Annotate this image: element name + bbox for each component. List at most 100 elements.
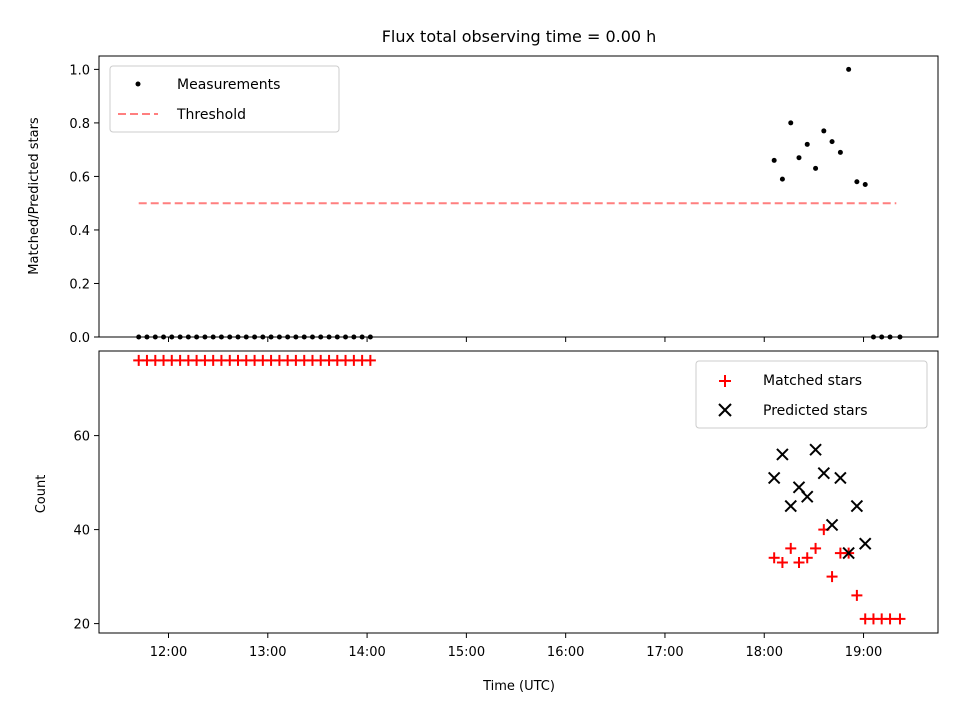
measurement-point — [359, 334, 365, 340]
matched-stars-point — [884, 613, 896, 625]
measurement-point — [854, 179, 860, 185]
measurement-point — [243, 334, 249, 340]
measurement-point — [194, 334, 200, 340]
measurement-point — [293, 334, 299, 340]
measurement-point — [771, 157, 777, 163]
y-tick-label: 0.6 — [69, 170, 90, 185]
measurement-point — [829, 139, 835, 145]
y-tick-label: 40 — [73, 524, 90, 539]
measurement-point — [309, 334, 315, 340]
matched-stars-point — [810, 542, 822, 554]
ratio-legend: Measurements Threshold — [109, 65, 340, 133]
predicted-stars-point — [850, 499, 864, 513]
measurement-point — [821, 128, 827, 134]
matched-stars-point — [364, 354, 376, 366]
matched-stars-point — [793, 557, 805, 568]
count-series — [133, 354, 906, 625]
legend-measurements-label: Measurements — [177, 77, 280, 93]
predicted-stars-point — [825, 518, 839, 532]
measurement-point — [326, 334, 332, 340]
chart-title: Flux total observing time = 0.00 h — [382, 27, 657, 46]
measurement-point — [804, 141, 810, 147]
measurement-point — [351, 334, 357, 340]
ratio-y-axis-label: Matched/Predicted stars — [27, 117, 42, 275]
count-panel: Count 20 40 60 12:00 13:00 14:00 15:00 16:00 17… — [34, 350, 939, 694]
measurement-point — [136, 334, 142, 340]
x-tick-label: 18:00 — [746, 645, 783, 660]
matched-stars-point — [851, 589, 863, 601]
measurement-point — [235, 334, 241, 340]
x-axis-label: Time (UTC) — [482, 679, 555, 694]
measurement-point — [846, 66, 852, 72]
x-tick-label: 12:00 — [150, 645, 187, 660]
y-tick-label: 20 — [73, 618, 90, 633]
y-tick-label: 1.0 — [69, 63, 90, 78]
count-legend-box — [695, 360, 928, 429]
measurement-point — [879, 334, 885, 340]
x-tick-label: 19:00 — [845, 645, 882, 660]
measurement-point — [343, 334, 349, 340]
measurement-point — [260, 334, 266, 340]
y-tick-label: 0.8 — [69, 117, 90, 132]
measurement-point — [202, 334, 208, 340]
measurement-point — [887, 334, 893, 340]
measurement-point — [837, 149, 843, 155]
predicted-stars-point — [776, 448, 789, 461]
y-tick-label: 0.2 — [69, 277, 90, 292]
measurement-point — [318, 334, 324, 340]
measurement-point — [285, 334, 291, 340]
measurement-point — [169, 334, 175, 340]
predicted-stars-point — [784, 499, 797, 513]
measurement-point — [334, 334, 340, 340]
matched-stars-point — [826, 571, 838, 583]
predicted-stars-point — [842, 546, 855, 560]
y-tick-label: 0.0 — [69, 331, 90, 346]
measurement-point — [177, 334, 183, 340]
measurement-point — [218, 334, 224, 340]
ratio-y-ticks: 0.0 0.2 0.4 0.6 0.8 1.0 — [69, 63, 99, 346]
legend-matched-label: Matched stars — [763, 373, 862, 389]
count-y-axis-label: Count — [34, 475, 49, 514]
measurement-point — [870, 334, 876, 340]
count-x-ticks: 12:00 13:00 14:00 15:00 16:00 17:00 18:00 19:00 — [150, 633, 882, 660]
measurement-point — [144, 334, 150, 340]
legend-matched-marker — [719, 375, 731, 387]
measurement-point — [185, 334, 191, 340]
predicted-stars-point — [817, 466, 831, 480]
measurement-point — [788, 120, 794, 126]
measurement-point — [796, 155, 802, 161]
measurement-point — [897, 334, 903, 340]
measurement-point — [813, 165, 819, 171]
matched-stars-point — [776, 557, 788, 568]
measurement-point — [227, 334, 233, 340]
matched-stars-point — [785, 542, 797, 554]
predicted-stars-point — [767, 471, 781, 485]
x-tick-label: 14:00 — [348, 645, 385, 660]
measurement-point — [367, 334, 373, 340]
ratio-x-ticks — [168, 337, 865, 342]
predicted-stars-point — [859, 537, 872, 550]
ratio-panel: Matched/Predicted stars 0.0 0.2 0.4 0.6 0.8 1… — [27, 55, 939, 346]
predicted-stars-point — [801, 490, 814, 503]
legend-measurements-marker — [135, 81, 141, 87]
measurement-point — [276, 334, 282, 340]
legend-threshold-label: Threshold — [176, 107, 246, 123]
count-legend: Matched stars Predicted stars — [695, 360, 928, 429]
x-tick-label: 15:00 — [448, 645, 485, 660]
y-tick-label: 60 — [73, 430, 90, 445]
measurement-point — [152, 334, 158, 340]
measurement-point — [301, 334, 307, 340]
legend-predicted-marker — [718, 403, 732, 417]
measurement-point — [779, 176, 785, 182]
matched-stars-point — [768, 552, 780, 564]
ratio-series — [136, 66, 903, 340]
x-tick-label: 17:00 — [646, 645, 683, 660]
predicted-stars-point — [809, 443, 822, 456]
measurement-point — [161, 334, 167, 340]
ratio-panel-frame — [98, 55, 939, 338]
measurement-point — [210, 334, 216, 340]
y-tick-label: 0.4 — [69, 224, 90, 239]
matched-stars-point — [801, 552, 813, 564]
count-y-ticks: 20 40 60 — [73, 430, 99, 633]
